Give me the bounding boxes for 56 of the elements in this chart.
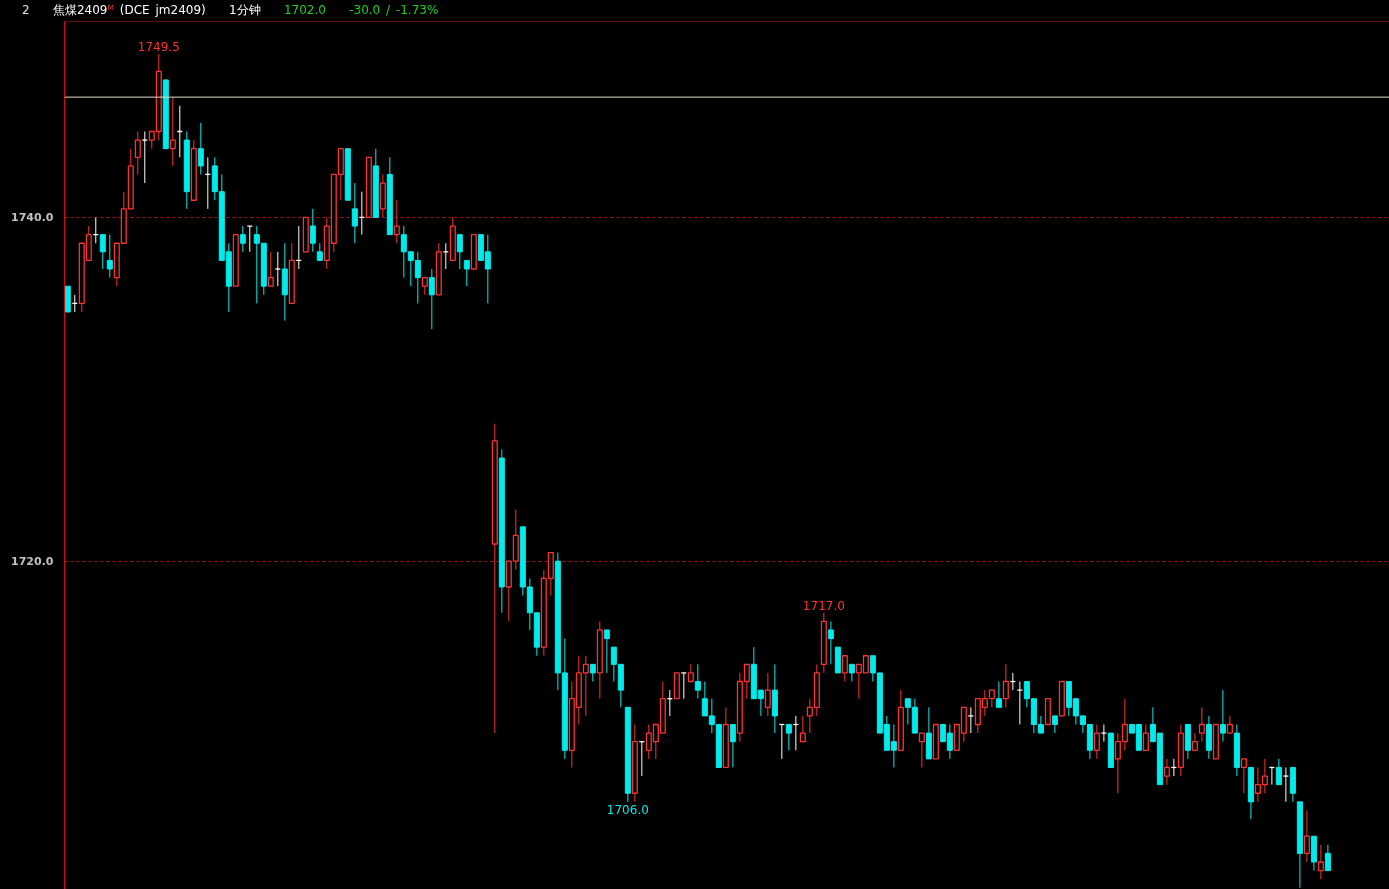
- candlestick: [428, 268, 435, 330]
- candlestick: [1324, 844, 1331, 872]
- candlestick: [1051, 715, 1058, 734]
- y-tick-label: 1740.0: [11, 211, 54, 225]
- candlestick: [1198, 706, 1205, 743]
- candlestick: [141, 131, 148, 184]
- annotation: 1717.0: [802, 598, 845, 613]
- candlestick: [274, 251, 281, 287]
- candlestick: [1303, 809, 1310, 863]
- candlestick: [841, 655, 848, 683]
- candlestick: [995, 681, 1002, 708]
- candlestick: [1219, 689, 1226, 743]
- candlestick: [1240, 758, 1247, 794]
- candlestick: [99, 234, 106, 270]
- candlestick: [764, 672, 771, 717]
- candlestick: [603, 629, 610, 674]
- candlestick: [106, 234, 113, 279]
- candlestick: [1317, 844, 1324, 880]
- candlestick: [1016, 681, 1024, 725]
- y-tick-label: 1720.0: [11, 555, 54, 569]
- candlestick: [799, 715, 806, 743]
- candlestick: [1275, 758, 1282, 786]
- annotation: 1749.5: [137, 40, 180, 55]
- chart-title: 焦煤2409ᴹ (DCE jm2409): [52, 3, 206, 17]
- text: 1702.0: [283, 3, 326, 17]
- candlestick: [785, 723, 792, 751]
- candlestick: [1163, 758, 1170, 786]
- candlestick: [197, 122, 204, 175]
- candlestick: [967, 706, 975, 734]
- candlestick: [134, 131, 141, 175]
- candlestick: [694, 663, 701, 700]
- candlestick: [848, 663, 855, 683]
- candlestick: [1002, 663, 1009, 708]
- candlestick: [1226, 715, 1233, 734]
- candlestick: [918, 732, 925, 768]
- candlestick: [1282, 766, 1290, 803]
- candlestick: [351, 182, 358, 244]
- candlestick: [1191, 732, 1198, 751]
- candlestick: [1093, 723, 1100, 760]
- candlestick: [393, 199, 400, 244]
- candlestick: [456, 234, 463, 270]
- candlestick: [246, 225, 253, 253]
- candlestick: [1142, 723, 1149, 751]
- text: 2: [22, 3, 30, 17]
- candlestick: [169, 96, 176, 167]
- candlestick: [1100, 723, 1108, 743]
- candlestick: [827, 620, 834, 665]
- candlestick: [729, 723, 736, 768]
- candlestick: [309, 208, 316, 253]
- candlestick: [239, 225, 246, 253]
- candlestick: [463, 259, 470, 287]
- text: -30.0 / -1.73%: [349, 3, 439, 17]
- candlestick: [267, 251, 274, 287]
- chart-subtitle: 1分钟: [229, 3, 261, 17]
- candlestick: [680, 672, 688, 700]
- annotation: 1706.0: [606, 802, 649, 817]
